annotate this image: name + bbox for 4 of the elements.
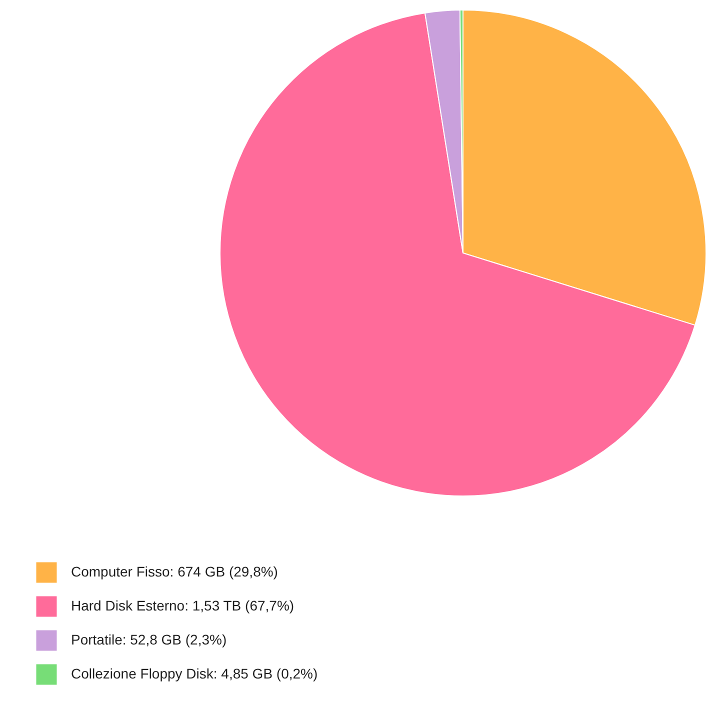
legend-label: Collezione Floppy Disk: 4,85 GB (0,2%) (71, 666, 318, 682)
legend-label: Computer Fisso: 674 GB (29,8%) (71, 564, 278, 580)
legend-label: Portatile: 52,8 GB (2,3%) (71, 632, 227, 648)
legend-label: Hard Disk Esterno: 1,53 TB (67,7%) (71, 598, 294, 614)
